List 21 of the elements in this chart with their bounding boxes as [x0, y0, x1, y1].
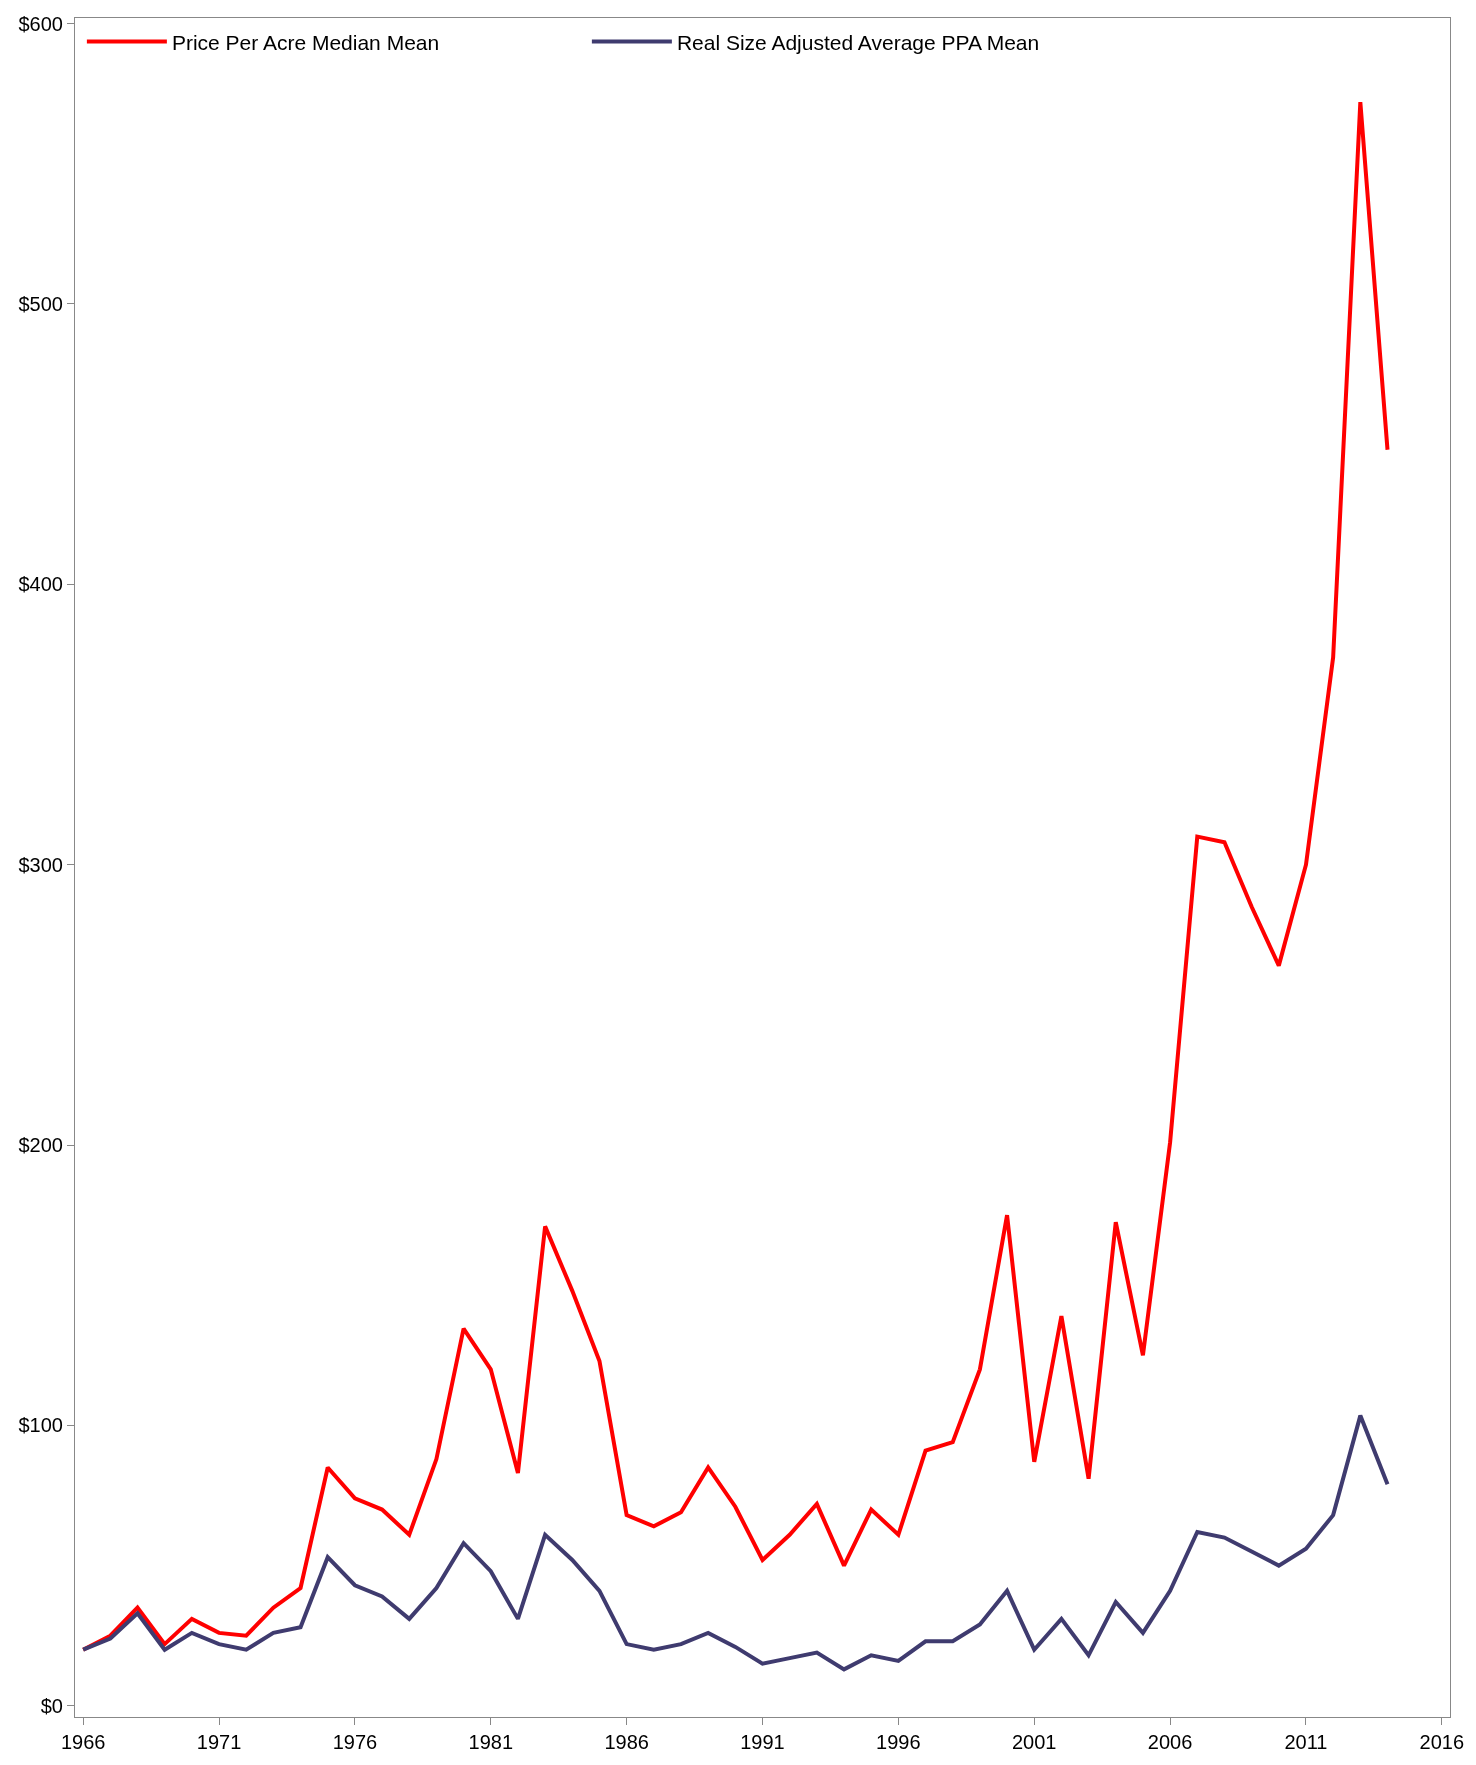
x-tick-label: 1996	[876, 1731, 921, 1753]
y-tick-label: $0	[40, 1694, 63, 1717]
y-tick-label: $100	[18, 1414, 63, 1437]
x-tick-label: 1971	[196, 1731, 242, 1753]
y-tick-label: $300	[18, 853, 63, 876]
x-tick-label: 1976	[332, 1731, 378, 1753]
x-tick-label: 2011	[1284, 1731, 1328, 1753]
x-tick-label: 2001	[1011, 1731, 1057, 1753]
y-tick-label: $200	[18, 1134, 63, 1157]
x-tick-label: 2016	[1419, 1731, 1465, 1753]
x-tick-label: 2006	[1147, 1731, 1193, 1753]
legend-label: Real Size Adjusted Average PPA Mean	[676, 30, 1040, 54]
y-tick-label: $400	[18, 573, 63, 596]
y-tick-label: $500	[18, 292, 63, 315]
x-tick-label: 1991	[740, 1731, 785, 1753]
x-tick-label: 1986	[604, 1731, 649, 1753]
y-tick-label: $600	[18, 12, 63, 35]
line-series	[81, 1413, 1390, 1672]
x-tick-label: 1981	[468, 1731, 514, 1753]
legend-label: Price Per Acre Median Mean	[171, 30, 440, 54]
x-tick-label: 1966	[60, 1731, 106, 1753]
